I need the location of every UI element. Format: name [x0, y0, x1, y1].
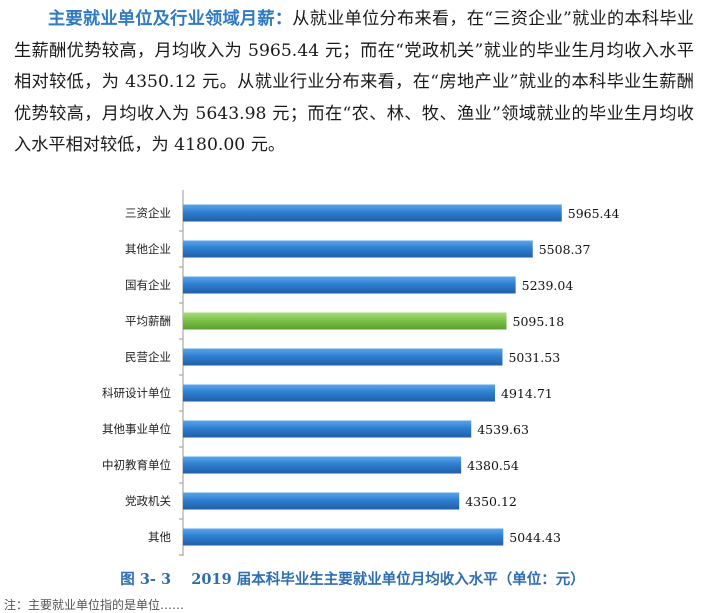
- figure-caption: 图 3- 3 2019 届本科毕业生主要就业单位月均收入水平（单位：元）: [0, 568, 705, 589]
- category-label: 民营企业: [125, 350, 171, 364]
- value-label: 5095.18: [513, 314, 565, 329]
- bar: [183, 420, 472, 438]
- bar: [183, 456, 462, 474]
- category-label: 科研设计单位: [102, 386, 171, 400]
- paragraph-lead: 主要就业单位及行业领域月薪：: [48, 9, 293, 29]
- value-label: 5965.44: [568, 206, 620, 221]
- bar: [183, 384, 496, 402]
- paragraph-body: 从就业单位分布来看，在“三资企业”就业的本科毕业生薪酬优势较高，月均收入为 59…: [14, 9, 694, 155]
- value-label: 5239.04: [522, 278, 574, 293]
- figure-title: 2019 届本科毕业生主要就业单位月均收入水平（单位：元）: [191, 571, 585, 588]
- category-label: 三资企业: [125, 206, 171, 220]
- category-label: 党政机关: [125, 494, 171, 508]
- value-label: 4539.63: [477, 422, 529, 437]
- bar: [183, 528, 504, 546]
- category-label: 中初教育单位: [102, 458, 171, 472]
- figure-gap: [171, 571, 191, 588]
- category-label: 其他企业: [125, 242, 171, 256]
- value-label: 5044.43: [509, 530, 561, 545]
- value-label: 4914.71: [501, 386, 553, 401]
- value-label: 5508.37: [539, 242, 591, 257]
- value-label: 4350.12: [465, 494, 517, 509]
- category-label: 国有企业: [125, 278, 171, 292]
- intro-paragraph: 主要就业单位及行业领域月薪：从就业单位分布来看，在“三资企业”就业的本科毕业生薪…: [14, 4, 694, 162]
- bar: [183, 204, 562, 222]
- category-label: 其他事业单位: [102, 422, 171, 436]
- bar: [183, 348, 503, 366]
- category-label: 平均薪酬: [125, 314, 171, 328]
- average-bar: [183, 312, 507, 330]
- value-label: 5031.53: [508, 350, 560, 365]
- category-label: 其他: [148, 530, 171, 544]
- salary-bar-chart: 三资企业 5965.44 其他企业 5508.37 国有企业 5239.04 平均薪酬 509…: [102, 190, 620, 556]
- figure-number: 图 3- 3: [120, 571, 172, 588]
- bar: [183, 276, 516, 294]
- value-label: 4380.54: [467, 458, 519, 473]
- bar: [183, 492, 460, 510]
- bar: [183, 240, 533, 258]
